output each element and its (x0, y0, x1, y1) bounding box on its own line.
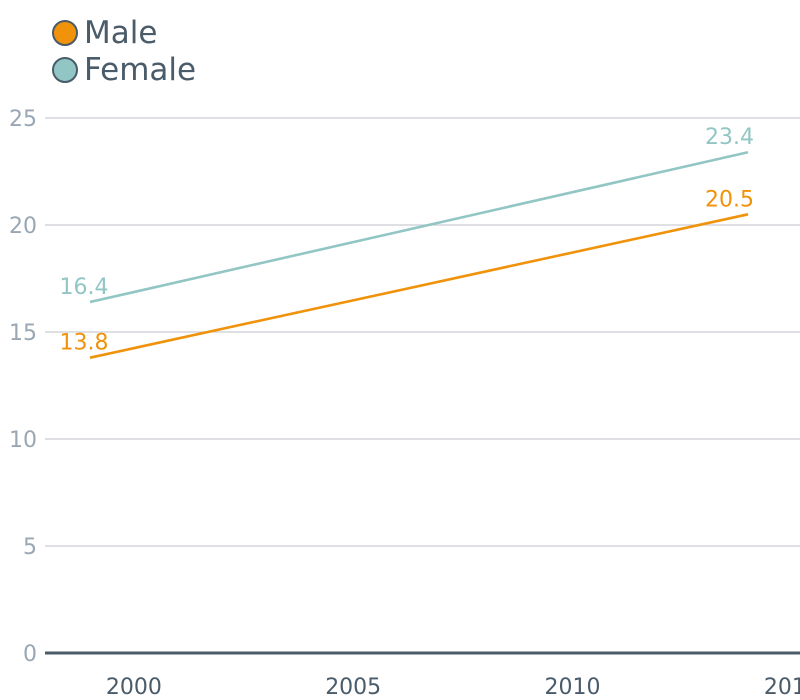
legend-swatch-male (52, 19, 78, 46)
data-label-male: 20.5 (705, 187, 754, 212)
series-line-female (89, 150, 749, 304)
x-tick-label: 2010 (545, 675, 601, 700)
legend-label-male: Male (84, 14, 158, 51)
series-lines (89, 150, 749, 359)
y-tick-label: 5 (23, 535, 37, 560)
legend-item-female[interactable]: Female (52, 51, 196, 88)
data-label-female: 23.4 (705, 125, 754, 150)
y-tick-label: 10 (9, 428, 37, 453)
legend: Male Female (52, 14, 196, 88)
grid-lines (45, 117, 800, 655)
y-tick-label: 0 (23, 642, 37, 667)
x-axis: 2000 2005 2010 2015 (106, 675, 800, 700)
y-axis: 0 5 10 15 20 25 (9, 107, 37, 667)
series-line-male (89, 213, 749, 359)
legend-swatch-female (52, 56, 78, 83)
data-label-female: 16.4 (60, 275, 109, 300)
data-label-male: 13.8 (60, 331, 109, 356)
legend-label-female: Female (84, 51, 197, 88)
y-tick-label: 15 (9, 321, 37, 346)
x-tick-label: 2015 (764, 675, 800, 700)
x-tick-label: 2000 (106, 675, 162, 700)
y-tick-label: 25 (9, 107, 37, 132)
y-tick-label: 20 (9, 214, 37, 239)
data-labels: 13.8 20.5 16.4 23.4 (60, 125, 754, 355)
x-tick-label: 2005 (325, 675, 381, 700)
legend-item-male[interactable]: Male (52, 14, 196, 51)
